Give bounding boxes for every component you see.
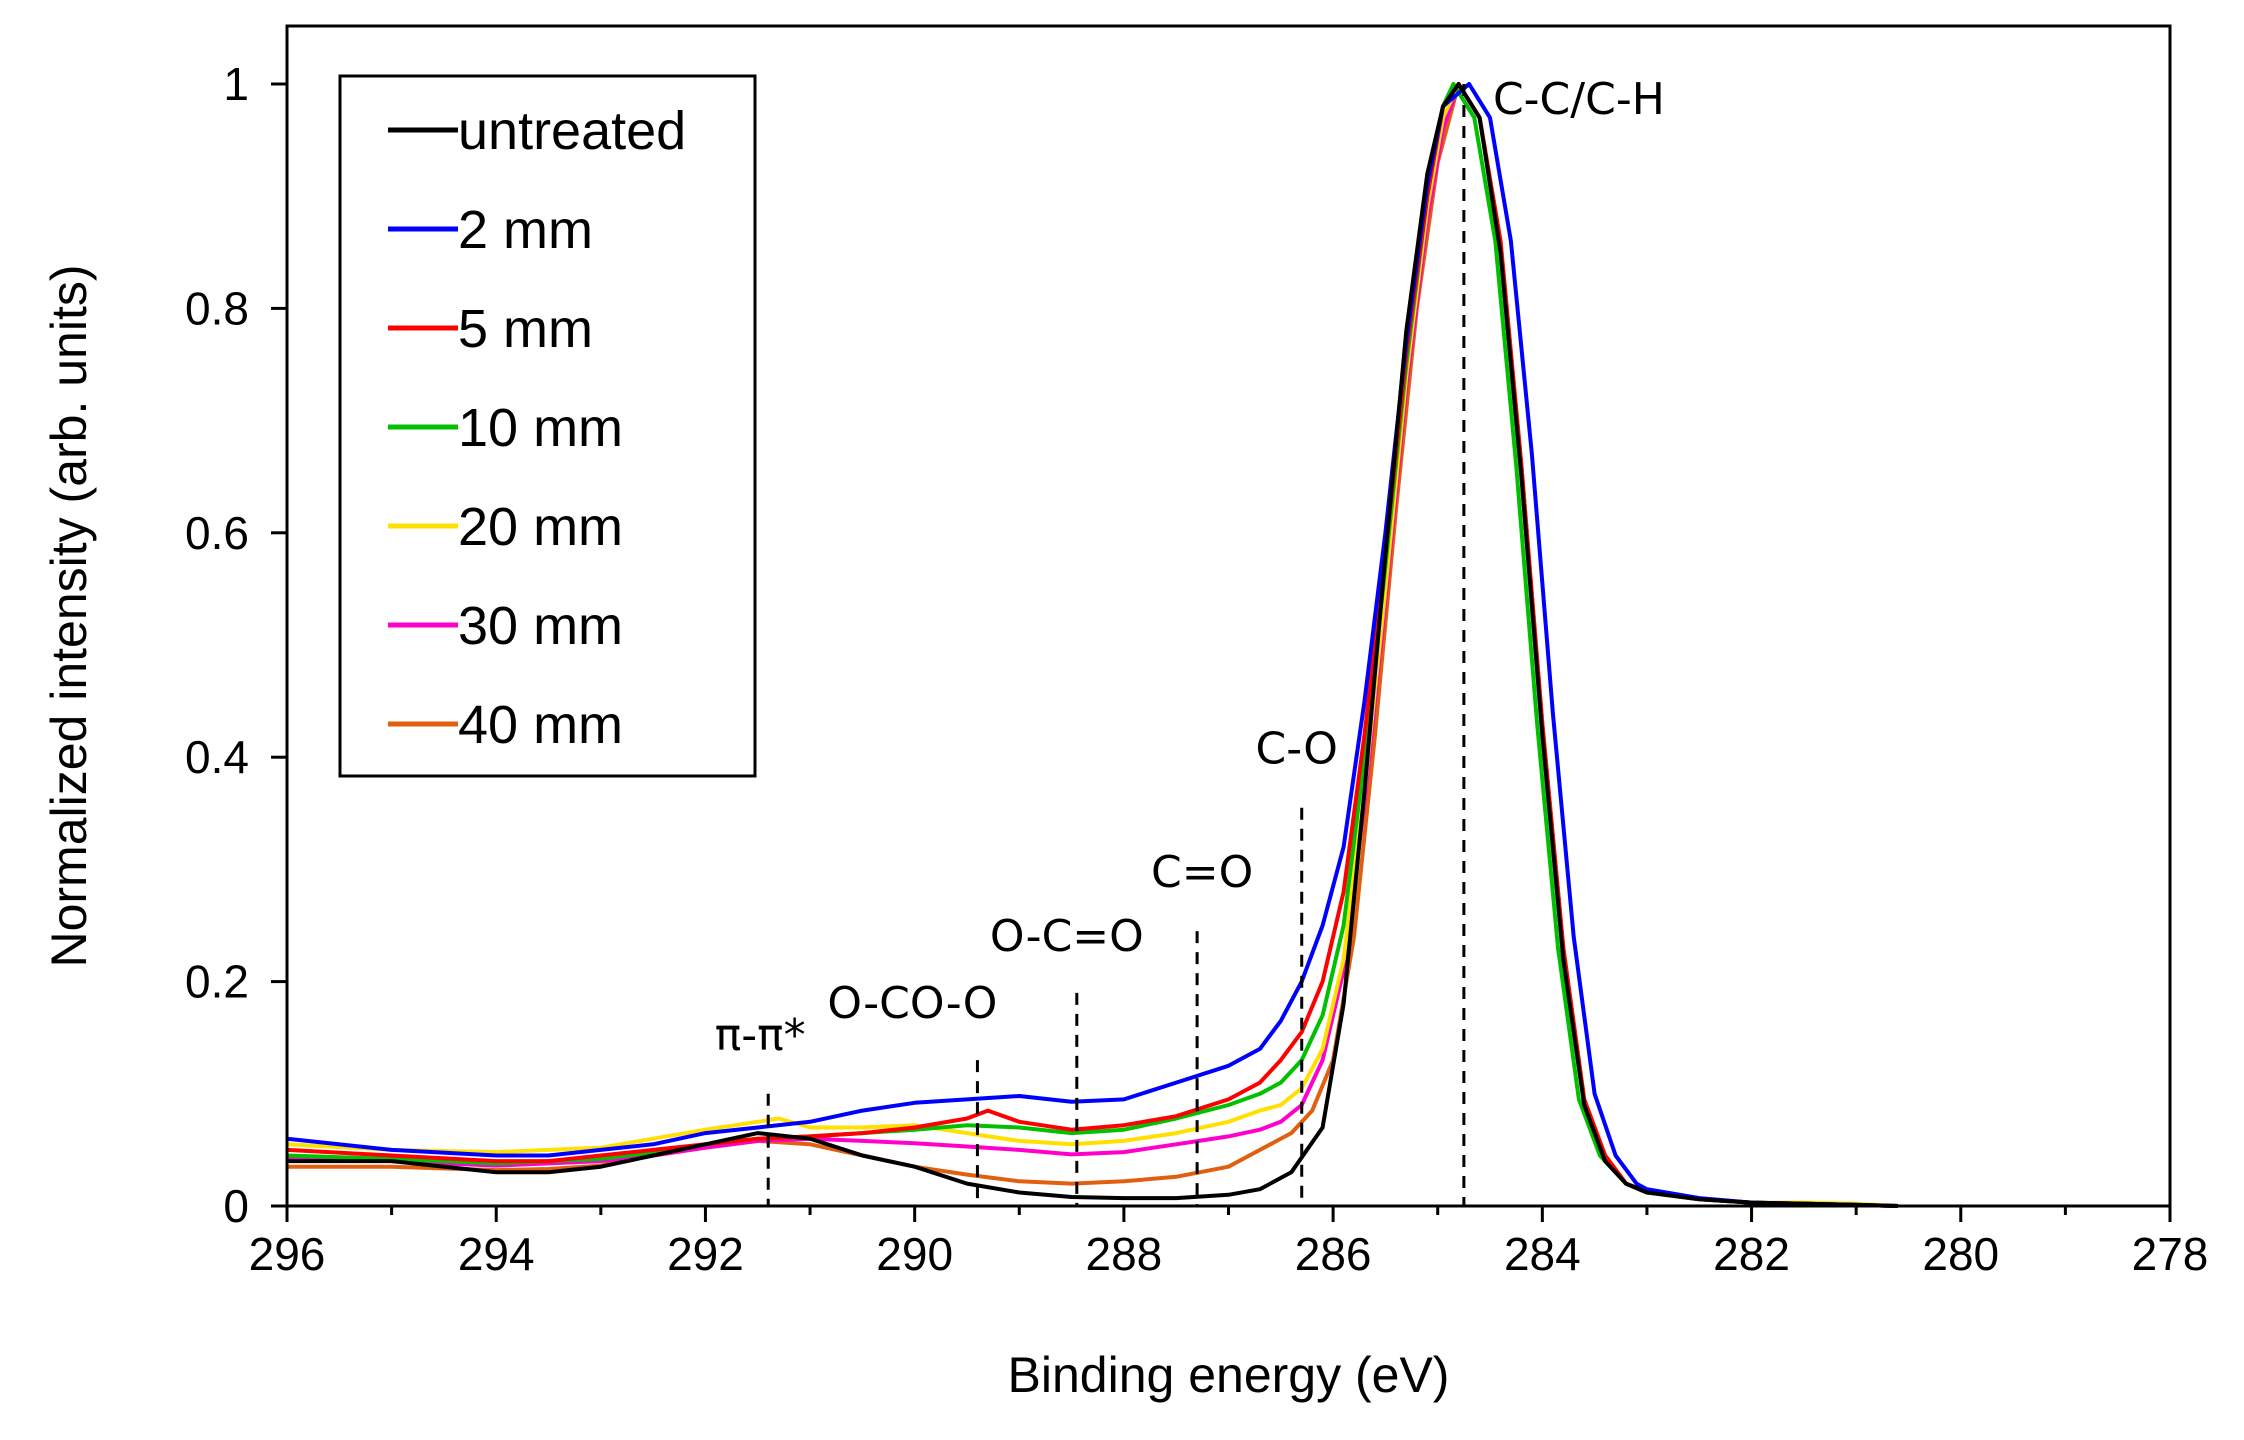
annotation-label: C-C/C-H [1493,74,1665,125]
x-tick-label: 282 [1713,1228,1790,1280]
series-layer [286,82,1899,1208]
annotation-label: C=O [1151,847,1253,898]
legend-label: untreated [458,101,686,161]
annotation-labels: C-C/C-H C-O C=OO-C=O O-CO-O π-π* [715,74,1665,1061]
y-tick-label: 0.2 [185,956,249,1008]
x-tick-label: 286 [1295,1228,1372,1280]
x-tick-label: 292 [667,1228,744,1280]
legend-label: 40 mm [458,695,623,755]
series-line-untreated [287,82,1899,1208]
legend: untreated 2 mm 5 mm 10 mm 20 mm 30 mm 40 mm [338,74,757,778]
legend-label: 20 mm [458,497,623,557]
y-tick-label: 1 [223,58,249,110]
x-tick-label: 296 [249,1228,326,1280]
y-tick-label: 0 [223,1180,249,1232]
annotation-label: O-C=O [990,911,1144,962]
legend-label: 2 mm [458,200,593,260]
legend-label: 30 mm [458,596,623,656]
annotation-label: O-CO-O [827,978,997,1029]
legend-label: 5 mm [458,299,593,359]
y-axis-ticks: 0 0.2 0.4 0.6 0.8 1 [185,58,287,1232]
x-axis-title: Binding energy (eV) [1008,1347,1450,1403]
annotation-lines [766,84,1466,1206]
y-tick-label: 0.4 [185,731,249,783]
legend-label: 10 mm [458,398,623,458]
x-tick-label: 294 [458,1228,535,1280]
x-tick-label: 278 [2132,1228,2209,1280]
x-tick-label: 290 [876,1228,953,1280]
x-axis-ticks: 296 294 292 290 288 286 284 282 280 278 [249,1206,2209,1280]
y-tick-label: 0.6 [185,507,249,559]
annotation-label: C-O [1255,724,1337,775]
y-axis-title: Normalized intensity (arb. units) [41,264,97,967]
x-tick-label: 284 [1504,1228,1581,1280]
series-line-2-mm [286,82,1899,1208]
x-tick-label: 280 [1922,1228,1999,1280]
y-tick-label: 0.8 [185,282,249,334]
x-tick-label: 288 [1086,1228,1163,1280]
annotation-label: π-π* [715,1010,806,1061]
